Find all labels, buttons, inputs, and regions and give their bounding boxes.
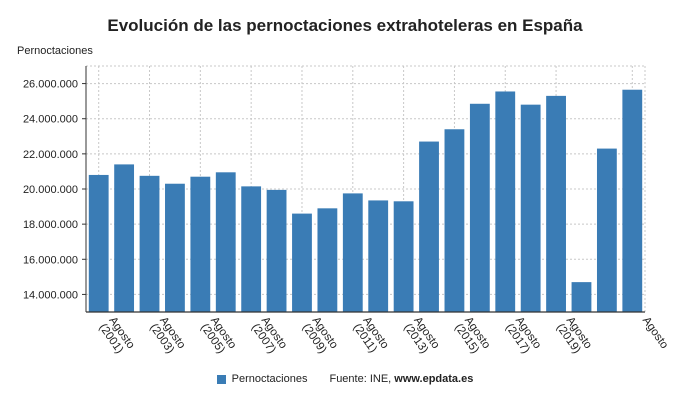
y-tick-label: 20.000.000 xyxy=(23,184,78,196)
bar-5 xyxy=(190,176,211,312)
source-site[interactable]: www.epdata.es xyxy=(394,373,474,385)
bar-17 xyxy=(495,91,516,312)
bar-2 xyxy=(114,164,135,312)
legend-item[interactable]: Pernoctaciones xyxy=(216,373,308,385)
x-tick-label: Agosto(2003) xyxy=(147,315,187,356)
bar-22 xyxy=(622,89,643,312)
x-tick-label: Agosto(2007) xyxy=(249,315,289,356)
legend: Pernoctaciones Fuente: INE, www.epdata.e… xyxy=(0,373,690,385)
x-tick-label: Agosto xyxy=(640,315,670,351)
y-tick-label: 16.000.000 xyxy=(23,254,78,266)
source-note: Fuente: INE, www.epdata.es xyxy=(329,373,473,385)
bar-19 xyxy=(546,95,566,312)
y-axis-title: Pernoctaciones xyxy=(17,45,93,57)
bar-7 xyxy=(241,186,262,312)
y-tick-label: 26.000.000 xyxy=(23,79,78,91)
bar-20 xyxy=(571,282,592,312)
bar-8 xyxy=(266,189,287,312)
bar-3 xyxy=(139,175,160,312)
bar-10 xyxy=(317,208,338,312)
x-tick-label: Agosto(2001) xyxy=(96,315,136,356)
bar-13 xyxy=(393,201,414,312)
bar-18 xyxy=(520,104,541,313)
x-tick-label-line: Agosto xyxy=(640,315,670,351)
axes xyxy=(82,66,645,313)
x-tick-label: Agosto(2015) xyxy=(452,315,492,356)
source-label: Fuente: INE, xyxy=(329,373,395,385)
bar-1 xyxy=(88,174,109,312)
bars xyxy=(88,89,643,313)
x-tick-label: Agosto(2011) xyxy=(351,315,391,355)
y-tick-label: 14.000.000 xyxy=(23,289,78,301)
bar-21 xyxy=(596,148,617,312)
x-tick-label: Agosto(2017) xyxy=(503,315,543,356)
bar-11 xyxy=(342,193,363,312)
bar-6 xyxy=(215,172,236,312)
x-tick-label: Agosto(2009) xyxy=(300,315,340,356)
y-tick-label: 22.000.000 xyxy=(23,149,78,161)
x-tick-labels: Agosto(2001) Agosto(2003) Agosto(2005) Agos… xyxy=(96,315,670,356)
x-tick-label: Agosto(2019) xyxy=(554,315,594,356)
bar-9 xyxy=(292,213,312,312)
legend-label: Pernoctaciones xyxy=(231,373,308,385)
bar-14 xyxy=(419,141,439,312)
y-tick-label: 18.000.000 xyxy=(23,219,78,231)
legend-swatch xyxy=(216,374,226,384)
y-tick-label: 24.000.000 xyxy=(23,114,78,126)
bar-15 xyxy=(444,129,465,312)
y-tick-labels: 14.000.000 16.000.000 18.000.000 20.000.000… xyxy=(23,79,78,302)
x-tick-label: Agosto(2005) xyxy=(198,315,238,356)
x-tick-label: Agosto(2013) xyxy=(401,315,441,356)
bar-12 xyxy=(368,200,389,312)
bar-4 xyxy=(165,183,185,312)
bar-16 xyxy=(469,103,490,313)
chart-title: Evolución de las pernoctaciones extrahot… xyxy=(107,16,583,35)
